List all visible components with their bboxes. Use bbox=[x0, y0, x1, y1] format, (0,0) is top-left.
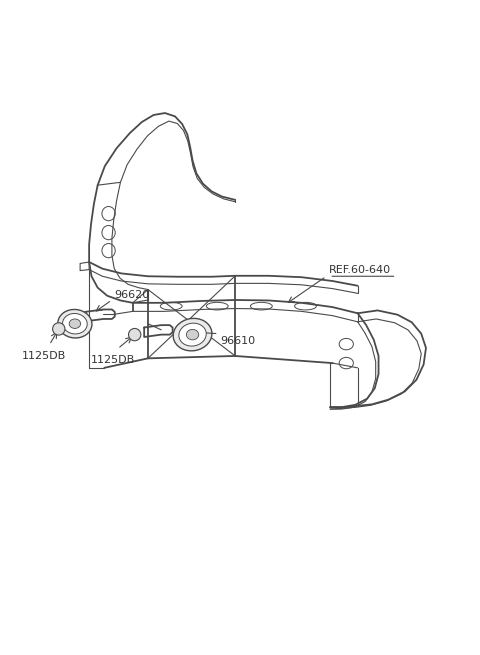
Ellipse shape bbox=[102, 206, 115, 221]
Text: 1125DB: 1125DB bbox=[91, 355, 135, 365]
Text: REF.60-640: REF.60-640 bbox=[329, 265, 391, 275]
Ellipse shape bbox=[160, 303, 182, 310]
Text: 1125DB: 1125DB bbox=[22, 351, 66, 361]
Text: 96620: 96620 bbox=[114, 290, 149, 299]
Ellipse shape bbox=[186, 329, 199, 340]
Ellipse shape bbox=[179, 323, 206, 346]
Ellipse shape bbox=[251, 303, 272, 310]
Ellipse shape bbox=[295, 303, 316, 310]
Text: 96610: 96610 bbox=[220, 335, 256, 346]
Ellipse shape bbox=[206, 303, 228, 310]
Ellipse shape bbox=[102, 244, 115, 258]
Circle shape bbox=[53, 323, 65, 335]
Ellipse shape bbox=[339, 358, 353, 369]
Ellipse shape bbox=[69, 319, 81, 328]
Ellipse shape bbox=[62, 314, 87, 334]
Ellipse shape bbox=[173, 318, 212, 351]
Ellipse shape bbox=[58, 309, 92, 338]
Ellipse shape bbox=[339, 339, 353, 350]
Circle shape bbox=[129, 328, 141, 341]
Ellipse shape bbox=[102, 225, 115, 240]
